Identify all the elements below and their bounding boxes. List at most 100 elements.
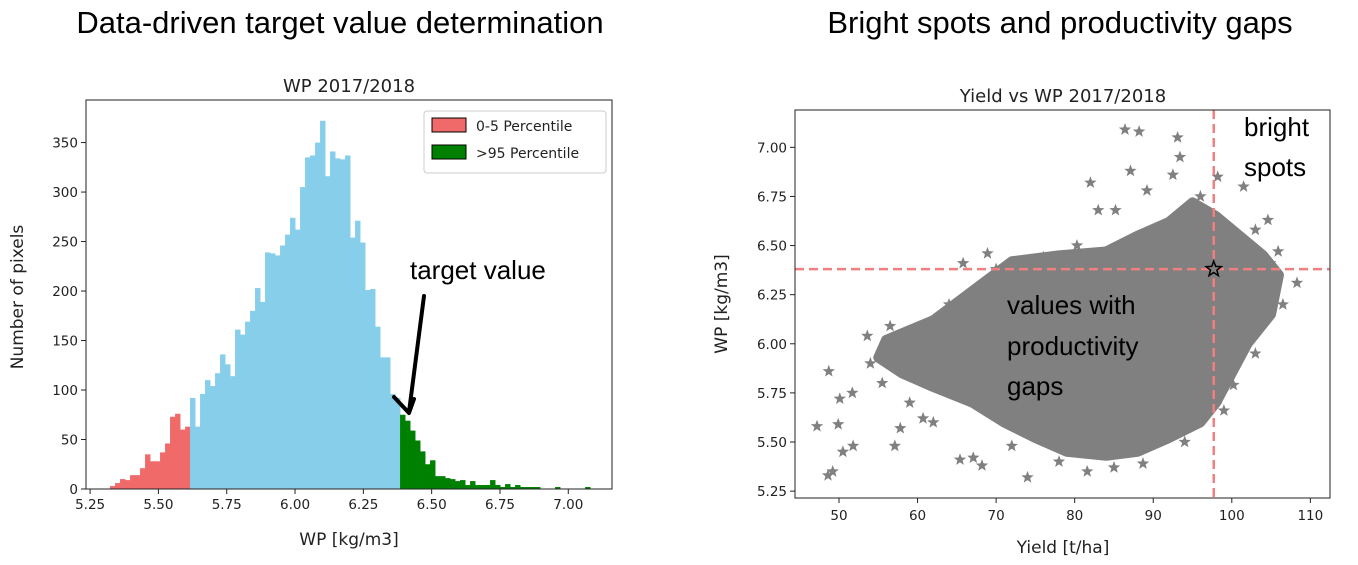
scatter-point — [894, 421, 907, 434]
x-tick-label: 100 — [1219, 508, 1245, 524]
histogram-bar — [220, 354, 226, 489]
histogram-bars — [110, 120, 591, 490]
scatter-point — [1092, 203, 1105, 216]
histogram-bar — [585, 487, 591, 489]
y-tick-label: 6.50 — [757, 239, 787, 255]
scatter-ylabel: WP [kg/m3] — [712, 254, 732, 353]
histogram-bar — [530, 487, 536, 489]
scatter-point — [810, 419, 824, 432]
x-tick-label: 5.50 — [143, 497, 173, 513]
gaps-label-line2: productivity — [1007, 331, 1139, 361]
histogram-bar — [170, 416, 176, 489]
scatter-point — [1276, 298, 1289, 310]
histogram-bar — [280, 245, 286, 489]
x-tick-label: 80 — [1066, 508, 1083, 524]
right-heading: Bright spots and productivity gaps — [827, 5, 1292, 40]
histogram-bar — [165, 443, 171, 489]
histogram-bar — [315, 142, 321, 489]
histogram-bar — [250, 310, 256, 489]
scatter-ticks: 50 60 70 80 90 100 110 5.25 5.50 5.75 6.00 6.25 6.50… — [757, 140, 1323, 524]
histogram-bar — [535, 487, 541, 489]
scatter-point — [981, 246, 994, 259]
scatter-title: Yield vs WP 2017/2018 — [959, 86, 1166, 107]
histogram-bar — [265, 252, 271, 489]
histogram-bar — [485, 485, 491, 489]
y-tick-label: 200 — [52, 284, 78, 300]
target-value-annotation: target value — [410, 255, 546, 285]
scatter-frame — [794, 109, 1331, 499]
legend-box — [423, 110, 607, 174]
histogram-bar — [450, 479, 456, 489]
scatter-point — [1140, 184, 1154, 196]
gaps-label-line1: values with — [1007, 290, 1136, 320]
scatter-point — [833, 392, 846, 404]
y-tick-label: 5.25 — [757, 484, 787, 500]
dense-point-cloud — [873, 197, 1284, 461]
histogram-bar — [335, 158, 341, 490]
scatter-point — [1070, 239, 1084, 251]
histogram-bar — [330, 151, 336, 489]
scatter-point — [1005, 439, 1018, 452]
histogram-legend: 0-5 Percentile >95 Percentile — [423, 110, 607, 174]
histogram-bar — [275, 255, 281, 489]
histogram-bar — [425, 464, 431, 489]
x-tick-label: 7.00 — [553, 497, 583, 513]
scatter-point — [821, 468, 835, 481]
histogram-bar — [500, 487, 506, 489]
histogram-bar — [190, 397, 196, 489]
histogram-bar — [225, 364, 231, 489]
legend-swatch-high — [431, 144, 467, 160]
scatter-point — [888, 439, 901, 452]
x-tick-label: 6.75 — [485, 497, 515, 513]
scatter-point — [1173, 150, 1187, 163]
scatter-point — [1081, 465, 1094, 477]
scatter-point — [883, 319, 897, 332]
histogram-bar — [510, 487, 516, 489]
scatter-point — [1178, 435, 1191, 448]
histogram-bar — [390, 393, 396, 489]
histogram-bar — [235, 329, 241, 489]
x-tick-label: 5.75 — [212, 497, 242, 513]
histogram-bar — [245, 321, 251, 489]
histogram-bar — [345, 155, 351, 489]
histogram-bar — [375, 326, 381, 489]
bright-spots-label-line2: spots — [1244, 152, 1306, 182]
histogram-bar — [480, 485, 486, 489]
histogram-bar — [340, 159, 346, 489]
histogram-bar — [125, 480, 131, 489]
y-tick-label: 7.00 — [757, 140, 787, 156]
histogram-bar — [290, 217, 296, 489]
scatter-point — [903, 396, 916, 408]
histogram-bar — [555, 487, 561, 489]
scatter-point — [1052, 455, 1066, 467]
histogram-bar — [490, 480, 496, 489]
scatter-point — [826, 465, 839, 477]
histogram-bar — [130, 475, 136, 489]
x-tick-label: 5.25 — [75, 497, 105, 513]
histogram-bar — [365, 290, 371, 489]
y-tick-label: 50 — [61, 433, 78, 449]
histogram-bar — [325, 176, 331, 489]
y-tick-label: 5.75 — [757, 386, 787, 402]
histogram-bar — [475, 485, 481, 489]
histogram-bar — [305, 157, 311, 489]
scatter-point — [1124, 164, 1137, 177]
x-tick-label: 90 — [1145, 508, 1162, 524]
scatter-point — [1217, 404, 1231, 416]
scatter-point — [927, 415, 940, 428]
y-tick-label: 150 — [52, 334, 78, 350]
histogram-bar — [215, 373, 221, 489]
scatter-point — [1249, 223, 1262, 236]
x-tick-label: 110 — [1297, 508, 1323, 524]
scatter-point — [1037, 250, 1050, 263]
histogram-bar — [440, 476, 446, 489]
scatter-point — [1231, 331, 1244, 344]
histogram-bar — [360, 242, 366, 489]
histogram-bar — [285, 234, 291, 489]
histogram-bar — [210, 386, 216, 489]
scatter-point — [956, 256, 970, 269]
scatter-marks — [795, 110, 1330, 498]
histogram-bar — [145, 454, 151, 489]
scatter-point — [1136, 457, 1150, 469]
histogram-bar — [525, 487, 531, 489]
